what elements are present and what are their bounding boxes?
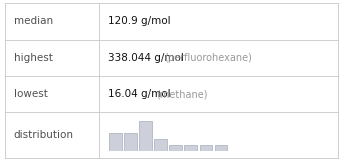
Text: 120.9 g/mol: 120.9 g/mol xyxy=(108,16,171,26)
Text: median: median xyxy=(14,16,53,26)
Bar xyxy=(200,145,212,151)
Text: (methane): (methane) xyxy=(156,89,208,99)
Text: highest: highest xyxy=(14,53,52,63)
Bar xyxy=(124,133,137,151)
Bar xyxy=(185,145,197,151)
Text: 338.044 g/mol: 338.044 g/mol xyxy=(108,53,184,63)
Text: (perfluorohexane): (perfluorohexane) xyxy=(165,53,252,63)
Text: 16.04 g/mol: 16.04 g/mol xyxy=(108,89,171,99)
Bar xyxy=(169,145,182,151)
Text: lowest: lowest xyxy=(14,89,48,99)
Bar xyxy=(215,145,227,151)
Bar xyxy=(154,139,167,151)
Text: distribution: distribution xyxy=(14,130,74,140)
Bar xyxy=(109,133,121,151)
Bar xyxy=(139,121,152,151)
